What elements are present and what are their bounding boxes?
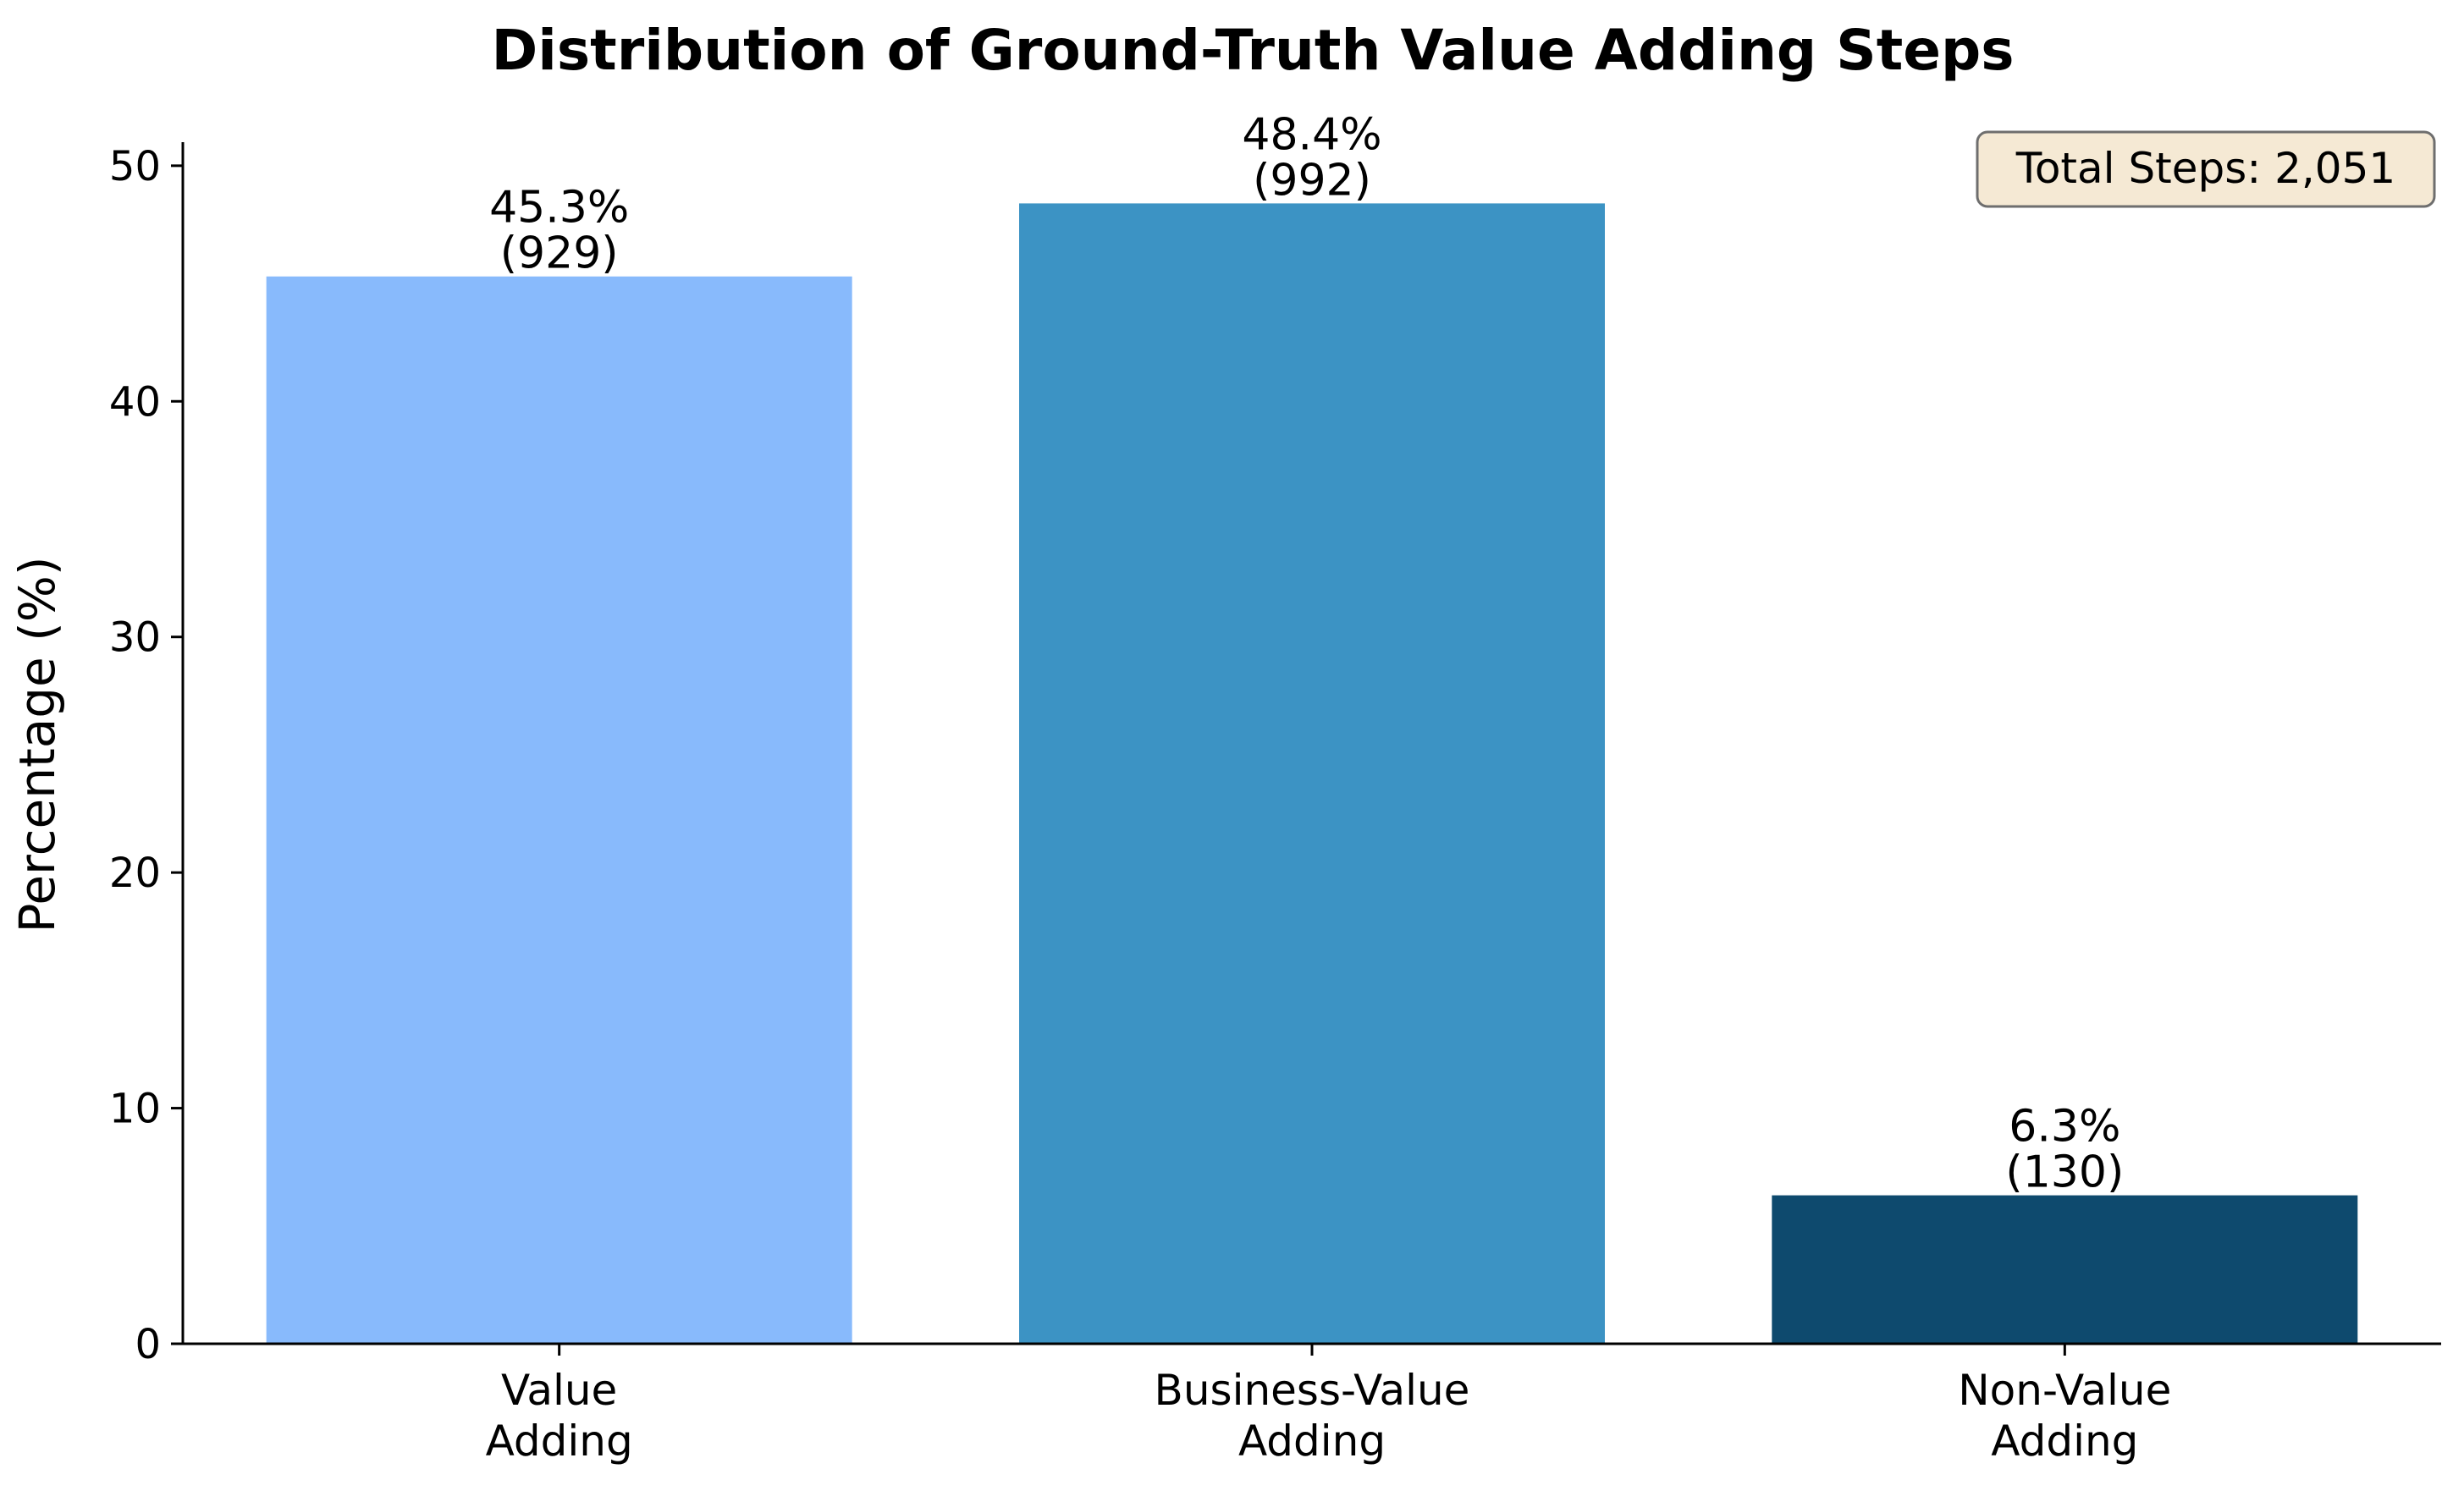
x-tick-label: Business-Value	[1155, 1366, 1470, 1415]
data-label-percent: 45.3%	[489, 183, 629, 234]
y-tick-label: 10	[109, 1086, 161, 1133]
data-label-percent: 48.4%	[1242, 109, 1381, 160]
bars-layer	[266, 203, 2358, 1345]
data-label-percent: 6.3%	[2009, 1102, 2120, 1153]
x-tick-label: Non-Value	[1958, 1366, 2171, 1415]
y-tick-label: 30	[109, 614, 161, 662]
bar	[266, 276, 852, 1345]
x-tick-label: Value	[501, 1366, 617, 1415]
chart-title: Distribution of Ground-Truth Value Addin…	[491, 18, 2014, 83]
bar	[1019, 203, 1605, 1345]
data-labels-layer: 45.3%(929) 48.4%(992) 6.3%(130)	[489, 109, 2124, 1197]
data-label-count: (929)	[500, 228, 619, 279]
annotation-box-background	[1976, 130, 2436, 208]
y-tick-label: 50	[109, 143, 161, 190]
data-label-count: (130)	[2005, 1147, 2124, 1198]
y-tick-label: 0	[135, 1321, 161, 1368]
annotation-text: Total Steps: 2,051	[2015, 144, 2395, 193]
axes-layer: ValueAddingBusiness-ValueAddingNon-Value…	[109, 142, 2441, 1466]
total-steps-annotation: Total Steps: 2,051	[1976, 130, 2436, 208]
y-axis-label: Percentage (%)	[8, 556, 66, 933]
x-tick-label: Adding	[486, 1417, 633, 1466]
x-tick-label: Adding	[1991, 1417, 2138, 1466]
x-tick-label: Adding	[1238, 1417, 1386, 1466]
y-tick-label: 20	[109, 850, 161, 897]
data-label-count: (992)	[1253, 155, 1371, 206]
bar	[1772, 1195, 2358, 1344]
y-tick-label: 40	[109, 378, 161, 426]
